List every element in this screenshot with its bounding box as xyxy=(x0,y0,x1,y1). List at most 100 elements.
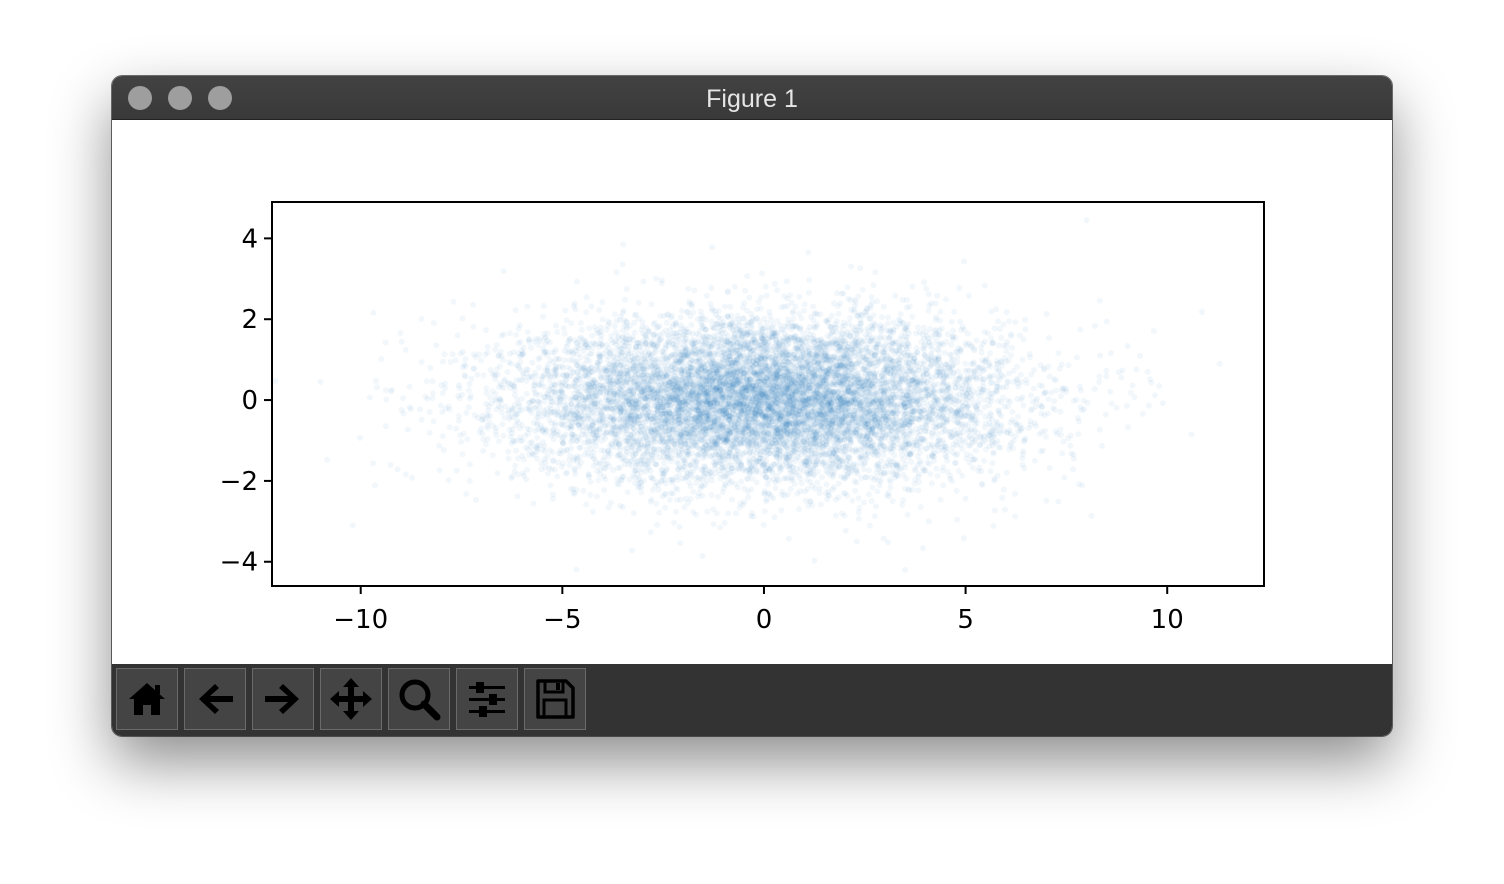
scatter-point xyxy=(439,358,446,365)
scatter-point xyxy=(533,336,539,342)
scatter-point xyxy=(753,450,760,457)
scatter-point xyxy=(626,476,633,483)
scatter-point xyxy=(850,390,856,397)
scatter-point xyxy=(844,363,851,370)
figure-canvas[interactable]: −10 −5 0 5 10 4 2 0 −2 −4 xyxy=(112,120,1392,664)
scatter-point xyxy=(775,430,782,437)
scatter-point xyxy=(874,488,881,495)
scatter-point xyxy=(744,440,751,447)
zoom-window-button[interactable] xyxy=(208,86,232,110)
scatter-point xyxy=(786,461,793,468)
scatter-point xyxy=(771,280,778,287)
scatter-point xyxy=(787,292,794,299)
scatter-point xyxy=(466,387,472,394)
scatter-point xyxy=(942,296,949,303)
scatter-point xyxy=(980,367,987,374)
scatter-point xyxy=(1012,319,1019,326)
scatter-point xyxy=(778,411,785,418)
scatter-point xyxy=(748,486,755,493)
scatter-point xyxy=(272,378,279,384)
scatter-point xyxy=(513,331,520,338)
scatter-point xyxy=(406,383,413,390)
scatter-point xyxy=(640,405,647,412)
scatter-point xyxy=(591,383,598,389)
scatter-point xyxy=(670,351,677,358)
scatter-point xyxy=(740,410,747,417)
scatter-point xyxy=(426,429,433,436)
scatter-point xyxy=(803,380,810,387)
scatter-point xyxy=(532,389,539,396)
scatter-point xyxy=(648,429,655,436)
scatter-point xyxy=(547,357,554,364)
scatter-point xyxy=(585,402,592,409)
scatter-point xyxy=(949,356,956,363)
scatter-point xyxy=(783,406,790,413)
scatter-point xyxy=(835,480,842,487)
scatter-point xyxy=(921,427,928,434)
scatter-point xyxy=(724,382,731,389)
scatter-point xyxy=(770,404,777,411)
scatter-point xyxy=(811,436,817,443)
scatter-point xyxy=(938,388,945,395)
scatter-point xyxy=(884,327,891,334)
scatter-point xyxy=(857,336,864,343)
scatter-point xyxy=(750,396,757,403)
scatter-point xyxy=(583,309,590,316)
scatter-point xyxy=(1002,506,1008,513)
scatter-point xyxy=(726,412,733,419)
scatter-point xyxy=(540,313,546,320)
title-bar[interactable]: Figure 1 xyxy=(112,76,1392,120)
scatter-point xyxy=(752,391,758,398)
scatter-point xyxy=(977,433,984,440)
scatter-point xyxy=(512,462,519,469)
scatter-point xyxy=(722,371,728,378)
scatter-point xyxy=(697,362,704,369)
scatter-point xyxy=(970,359,977,366)
scatter-point xyxy=(751,415,757,422)
scatter-point xyxy=(560,325,567,332)
scatter-point xyxy=(617,394,623,401)
scatter-point xyxy=(459,315,466,322)
scatter-point xyxy=(844,284,851,291)
scatter-point xyxy=(685,285,692,292)
scatter-point xyxy=(754,371,760,378)
scatter-point xyxy=(862,385,869,392)
scatter-point xyxy=(788,390,795,397)
scatter-point xyxy=(761,355,768,362)
scatter-point xyxy=(1027,418,1034,425)
scatter-point xyxy=(795,358,802,365)
scatter-point xyxy=(762,360,769,367)
scatter-point xyxy=(782,374,789,381)
scatter-point xyxy=(960,258,967,265)
scatter-point xyxy=(742,287,749,294)
scatter-point xyxy=(746,294,753,301)
scatter-point xyxy=(677,359,684,366)
scatter-point xyxy=(1124,343,1131,350)
scatter-point xyxy=(663,355,670,362)
scatter-point xyxy=(1043,497,1050,504)
scatter-point xyxy=(842,527,849,534)
scatter-point xyxy=(846,407,853,414)
scatter-point xyxy=(670,397,677,404)
scatter-point xyxy=(626,401,633,408)
scatter-point xyxy=(711,338,718,345)
minimize-window-button[interactable] xyxy=(168,86,192,110)
scatter-point xyxy=(730,357,737,364)
scatter-point xyxy=(768,416,775,423)
scatter-point xyxy=(430,418,437,425)
scatter-point xyxy=(524,466,530,473)
scatter-point xyxy=(507,413,514,420)
scatter-point xyxy=(765,444,772,451)
scatter-point xyxy=(827,425,834,432)
scatter-point xyxy=(740,400,747,407)
scatter-point xyxy=(740,450,747,457)
scatter-point xyxy=(814,479,821,486)
close-window-button[interactable] xyxy=(128,86,152,110)
scatter-point xyxy=(734,420,741,427)
scatter-point xyxy=(835,354,842,361)
scatter-point xyxy=(720,391,727,397)
scatter-point xyxy=(797,378,804,385)
scatter-point xyxy=(866,522,873,529)
scatter-point xyxy=(1012,513,1019,520)
scatter-point xyxy=(584,424,591,430)
